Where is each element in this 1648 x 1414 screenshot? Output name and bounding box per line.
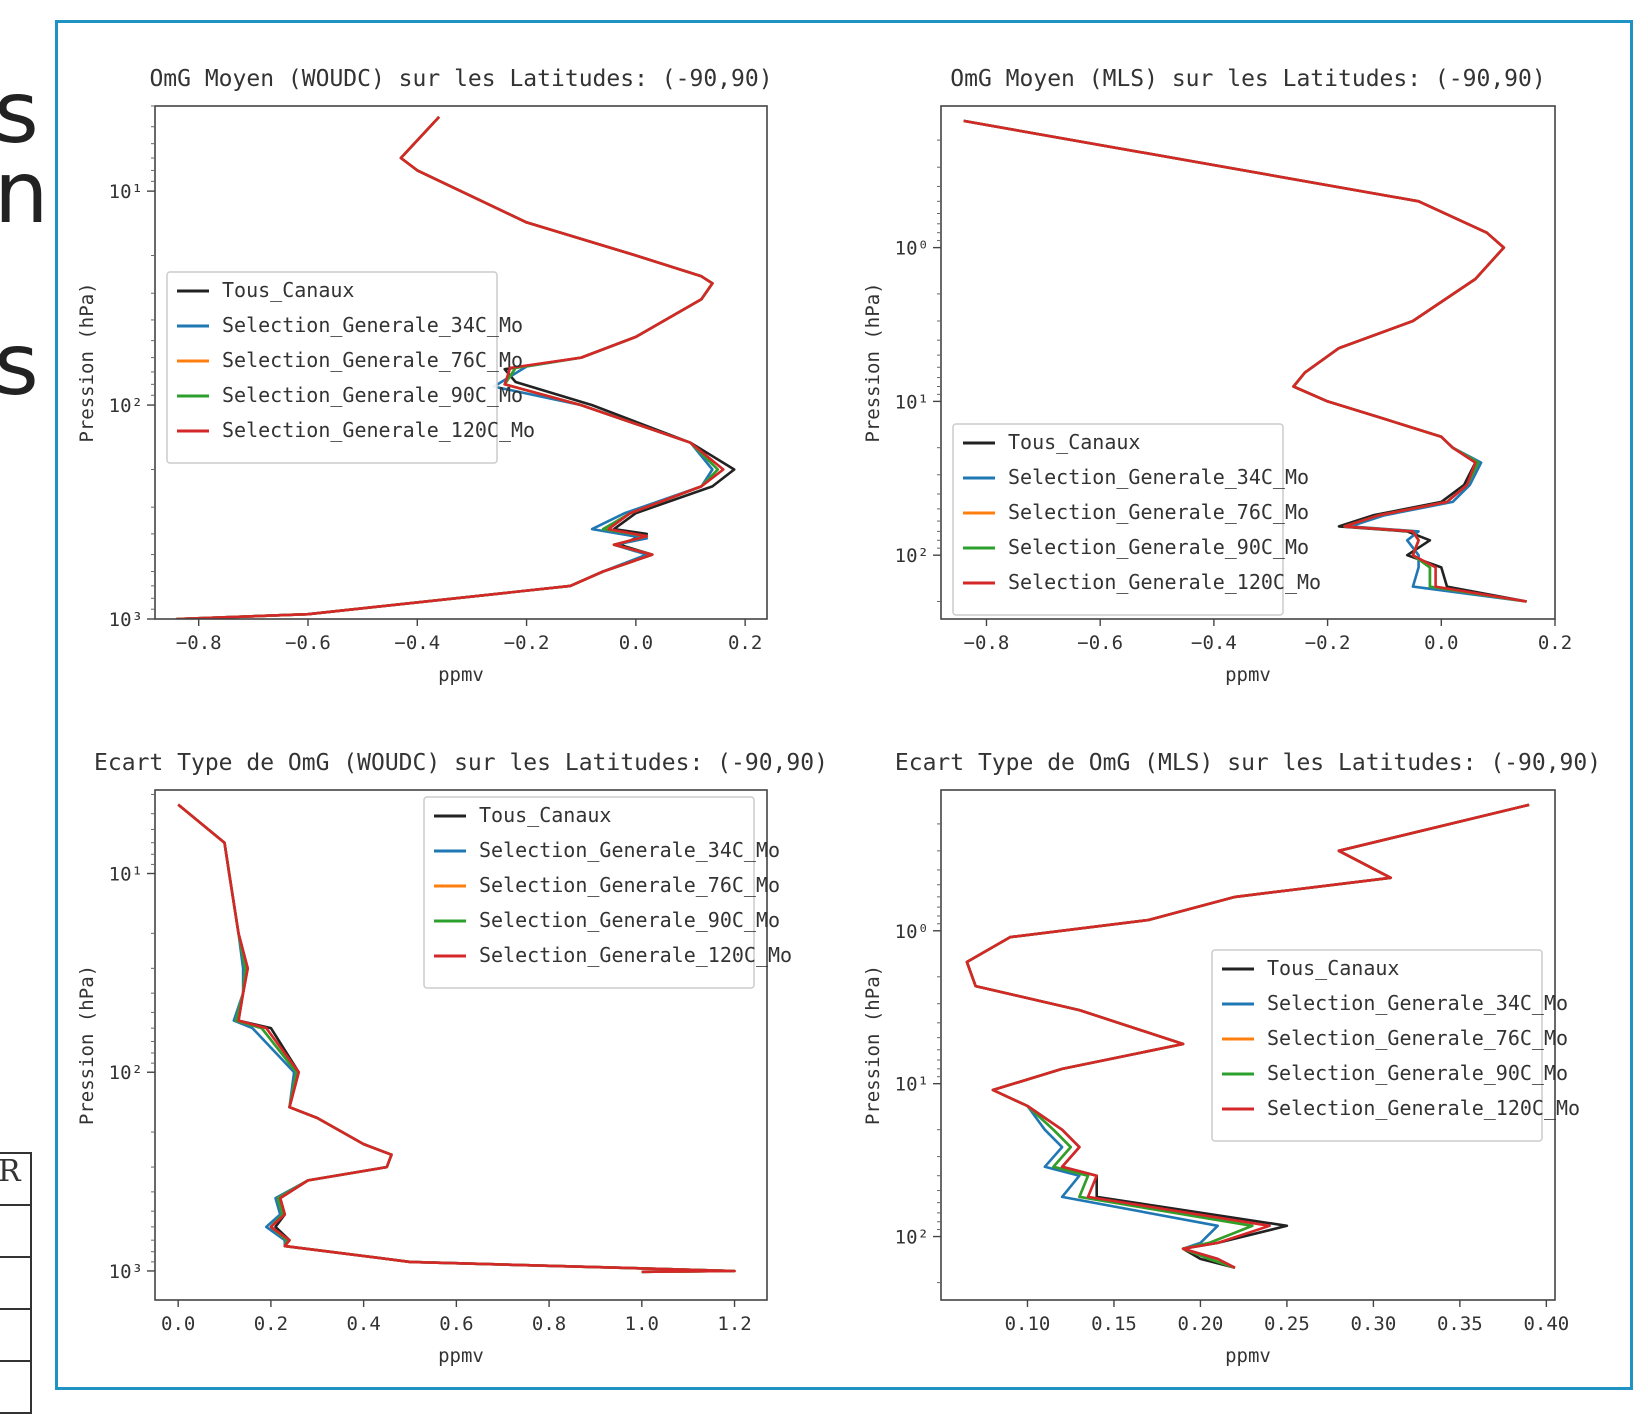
x-tick-label: 0.0 xyxy=(619,632,653,654)
x-tick-label: 0.2 xyxy=(1538,632,1572,654)
legend-label: Selection_Generale_120C_Mo xyxy=(479,943,792,967)
chart-title: Ecart Type de OmG (WOUDC) sur les Latitu… xyxy=(94,750,828,776)
x-axis-label: ppmv xyxy=(1225,664,1271,686)
legend-box xyxy=(423,796,755,989)
x-tick-label: 0.10 xyxy=(1005,1313,1051,1335)
series-group xyxy=(177,803,736,1274)
legend-label: Selection_Generale_120C_Mo xyxy=(222,418,535,442)
y-axis-label: Pression (hPa) xyxy=(76,965,98,1125)
table-row xyxy=(0,1310,30,1362)
legend-label: Tous_Canaux xyxy=(222,278,354,302)
legend-box xyxy=(166,271,498,464)
x-tick-label: −0.6 xyxy=(285,632,331,654)
figure-canvas: OmG Moyen (WOUDC) sur les Latitudes: (-9… xyxy=(76,66,1601,1367)
chart-title: OmG Moyen (WOUDC) sur les Latitudes: (-9… xyxy=(149,66,772,92)
chart-title: OmG Moyen (MLS) sur les Latitudes: (-90,… xyxy=(950,66,1545,92)
chart-3: Ecart Type de OmG (WOUDC) sur les Latitu… xyxy=(76,750,828,1367)
x-tick-label: 1.0 xyxy=(625,1313,659,1335)
table-row xyxy=(0,1258,30,1310)
y-tick-label: 10¹ xyxy=(109,864,143,886)
legend-label: Selection_Generale_90C_Mo xyxy=(222,383,523,407)
x-tick-label: −0.8 xyxy=(964,632,1010,654)
plot-frame xyxy=(940,789,1556,1301)
series-line-5 xyxy=(963,119,1527,603)
x-tick-label: 1.2 xyxy=(717,1313,751,1335)
plot-frame xyxy=(154,789,768,1301)
legend-box xyxy=(1211,949,1543,1142)
slide-text-fragment-3: s xyxy=(0,315,39,415)
y-axis-label: Pression (hPa) xyxy=(76,282,98,442)
y-tick-label: 10⁰ xyxy=(895,238,929,260)
legend-label: Selection_Generale_90C_Mo xyxy=(1008,535,1309,559)
x-tick-label: 0.0 xyxy=(1424,632,1458,654)
chart-4: Ecart Type de OmG (MLS) sur les Latitude… xyxy=(862,750,1601,1367)
plot-frame xyxy=(940,105,1556,620)
x-tick-label: 0.15 xyxy=(1091,1313,1137,1335)
y-tick-label: 10³ xyxy=(109,609,143,631)
y-tick-label: 10² xyxy=(109,1062,143,1084)
legend-label: Selection_Generale_120C_Mo xyxy=(1008,570,1321,594)
x-tick-label: 0.2 xyxy=(728,632,762,654)
x-tick-label: 0.2 xyxy=(254,1313,288,1335)
x-tick-label: −0.2 xyxy=(504,632,550,654)
x-tick-label: −0.6 xyxy=(1077,632,1123,654)
legend-label: Selection_Generale_34C_Mo xyxy=(479,838,780,862)
y-tick-label: 10² xyxy=(895,545,929,567)
x-tick-label: −0.8 xyxy=(176,632,222,654)
legend-label: Selection_Generale_90C_Mo xyxy=(479,908,780,932)
legend-label: Tous_Canaux xyxy=(1267,956,1399,980)
plot-frame xyxy=(154,105,768,620)
legend-label: Selection_Generale_90C_Mo xyxy=(1267,1061,1568,1085)
table-row xyxy=(0,1206,30,1258)
slide-text-fragment-1: s xyxy=(0,63,39,163)
series-group xyxy=(963,119,1527,603)
x-tick-label: −0.4 xyxy=(1191,632,1237,654)
legend-label: Selection_Generale_76C_Mo xyxy=(222,348,523,372)
x-tick-label: 0.6 xyxy=(439,1313,473,1335)
series-line-5 xyxy=(177,803,736,1274)
legend-label: Selection_Generale_34C_Mo xyxy=(1008,465,1309,489)
x-tick-label: 0.8 xyxy=(532,1313,566,1335)
x-tick-label: 0.30 xyxy=(1351,1313,1397,1335)
x-tick-label: 0.0 xyxy=(161,1313,195,1335)
x-tick-label: 0.20 xyxy=(1178,1313,1224,1335)
legend-label: Tous_Canaux xyxy=(1008,430,1140,454)
y-tick-label: 10¹ xyxy=(895,1074,929,1096)
legend-label: Selection_Generale_76C_Mo xyxy=(1267,1026,1568,1050)
legend-label: Selection_Generale_34C_Mo xyxy=(1267,991,1568,1015)
y-tick-label: 10¹ xyxy=(895,391,929,413)
legend-label: Tous_Canaux xyxy=(479,803,611,827)
figure-frame xyxy=(55,20,1633,1390)
x-axis-label: ppmv xyxy=(438,1345,484,1367)
x-tick-label: 0.25 xyxy=(1264,1313,1310,1335)
y-tick-label: 10² xyxy=(895,1227,929,1249)
chart-title: Ecart Type de OmG (MLS) sur les Latitude… xyxy=(895,750,1601,776)
x-axis-label: ppmv xyxy=(1225,1345,1271,1367)
x-tick-label: 0.35 xyxy=(1437,1313,1483,1335)
slide-text-fragment-2: n xyxy=(0,143,49,243)
series-group xyxy=(965,803,1530,1270)
legend-label: Selection_Generale_120C_Mo xyxy=(1267,1096,1580,1120)
legend-box xyxy=(952,423,1284,616)
x-axis-label: ppmv xyxy=(438,664,484,686)
legend-label: Selection_Generale_76C_Mo xyxy=(1008,500,1309,524)
y-tick-label: 10¹ xyxy=(109,181,143,203)
legend-label: Selection_Generale_34C_Mo xyxy=(222,313,523,337)
legend-label: Selection_Generale_76C_Mo xyxy=(479,873,780,897)
y-tick-label: 10² xyxy=(109,395,143,417)
table-header-cell: R xyxy=(0,1154,30,1206)
x-tick-label: −0.2 xyxy=(1305,632,1351,654)
y-axis-label: Pression (hPa) xyxy=(862,282,884,442)
series-line-5 xyxy=(965,803,1530,1269)
y-tick-label: 10³ xyxy=(109,1261,143,1283)
y-tick-label: 10⁰ xyxy=(895,921,929,943)
chart-2: OmG Moyen (MLS) sur les Latitudes: (-90,… xyxy=(862,66,1572,686)
series-group xyxy=(175,116,736,619)
x-tick-label: 0.4 xyxy=(346,1313,380,1335)
y-axis-label: Pression (hPa) xyxy=(862,965,884,1125)
chart-1: OmG Moyen (WOUDC) sur les Latitudes: (-9… xyxy=(76,66,773,686)
x-tick-label: 0.40 xyxy=(1523,1313,1569,1335)
series-line-5 xyxy=(175,116,725,619)
x-tick-label: −0.4 xyxy=(394,632,440,654)
